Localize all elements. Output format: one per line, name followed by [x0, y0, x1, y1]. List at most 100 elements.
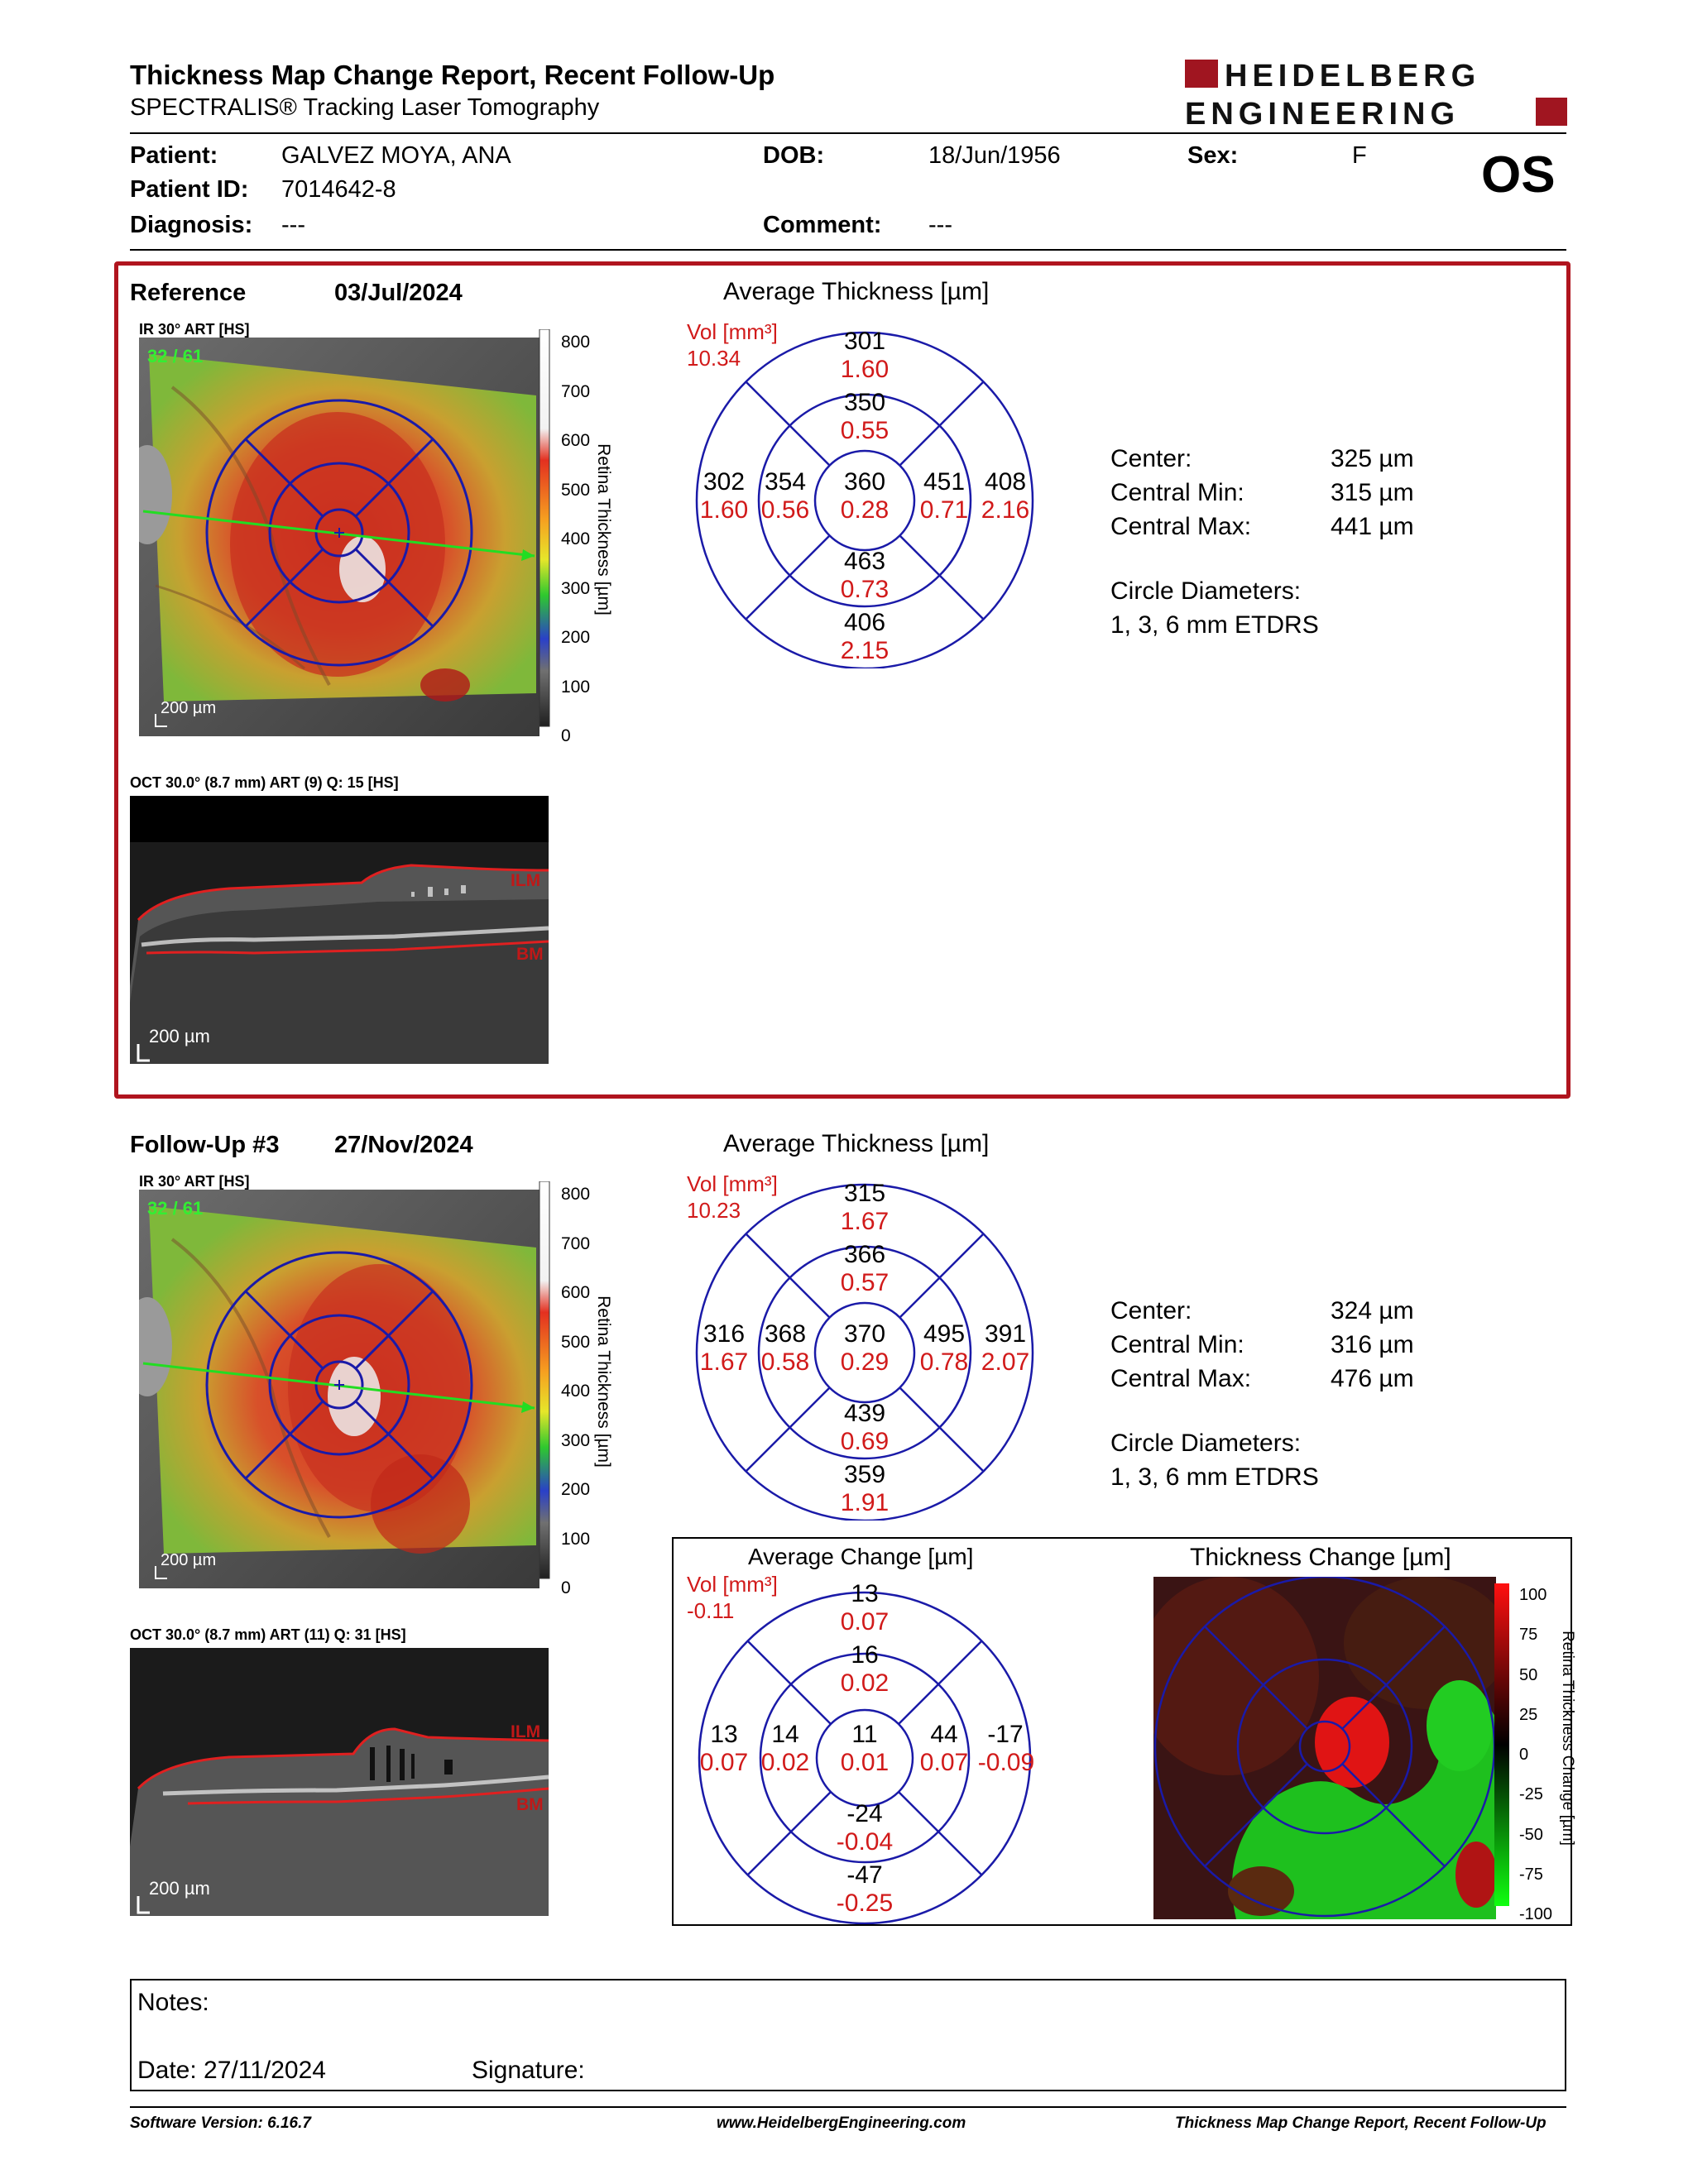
chg-outer-inf-vol: -0.25: [836, 1889, 894, 1917]
patient-name: GALVEZ MOYA, ANA: [281, 142, 511, 169]
followup-thickness-map: [122, 1190, 539, 1588]
followup-ir-counter: 32 / 61: [147, 1198, 204, 1219]
scale-tick: 300: [561, 1430, 591, 1450]
chg-inner-sup-vol: 0.02: [840, 1669, 890, 1697]
notes-box[interactable]: [130, 1979, 1566, 2091]
change-colorbar: [1494, 1583, 1509, 1906]
change-tick: -75: [1519, 1866, 1543, 1885]
scale-tick: 500: [561, 1332, 591, 1352]
reference-stats-values: 325 µm 315 µm 441 µm: [1331, 442, 1414, 544]
ref-inner-nas-vol: 0.71: [919, 496, 969, 524]
followup-stats-labels: Center: Central Min: Central Max:: [1110, 1294, 1251, 1396]
ref-inner-inf-thk: 463: [844, 548, 886, 575]
scale-tick: 800: [561, 1185, 591, 1204]
change-tick: 50: [1519, 1665, 1538, 1684]
followup-scale-label: Retina Thickness [µm]: [594, 1296, 613, 1468]
chg-outer-nas-vol: -0.09: [977, 1749, 1035, 1776]
reference-ilm-label: ILM: [511, 871, 541, 890]
ref-outer-temp-vol: 1.60: [699, 496, 749, 524]
stat-value: 316 µm: [1331, 1331, 1414, 1358]
reference-label: Reference: [130, 280, 247, 306]
ref-outer-nas-vol: 2.16: [981, 496, 1030, 524]
fu-outer-inf-vol: 1.91: [840, 1489, 890, 1516]
change-scale-label: Retina Thickness Change [µm]: [1559, 1631, 1576, 1846]
signature-label: Signature:: [472, 2057, 585, 2084]
stat-label: Central Min:: [1110, 479, 1244, 506]
reference-scale-label: Retina Thickness [µm]: [594, 443, 613, 615]
change-scale-ticks: 100 75 50 25 0 -25 -50 -75 -100: [1519, 1575, 1552, 1935]
chg-outer-inf-thk: -47: [846, 1861, 883, 1889]
chg-outer-nas-thk: -17: [987, 1721, 1024, 1748]
change-vol-value: -0.11: [687, 1598, 735, 1623]
followup-circle-label: Circle Diameters:: [1110, 1430, 1302, 1457]
scale-tick: 600: [561, 431, 591, 450]
followup-avg-title: Average Thickness [µm]: [723, 1130, 990, 1157]
change-avg-title: Average Change [µm]: [748, 1544, 974, 1569]
reference-circle-label: Circle Diameters:: [1110, 577, 1302, 605]
thickness-change-map: [1137, 1575, 1509, 1919]
change-tick: 100: [1519, 1586, 1547, 1604]
patient-id-label: Patient ID:: [130, 176, 249, 203]
diagnosis-label: Diagnosis:: [130, 212, 253, 238]
chg-outer-temp-thk: 13: [710, 1721, 738, 1748]
stat-value: 441 µm: [1331, 513, 1414, 540]
chg-center-thk: 11: [851, 1721, 878, 1748]
scale-tick: 800: [561, 333, 591, 352]
sex-value: F: [1352, 142, 1367, 169]
dob-value: 18/Jun/1956: [928, 142, 1061, 169]
change-vol-label: Vol [mm³]: [687, 1572, 778, 1597]
fu-outer-sup-vol: 1.67: [840, 1208, 890, 1235]
ref-outer-nas-thk: 408: [984, 468, 1027, 496]
ref-outer-inf-vol: 2.15: [840, 637, 890, 664]
fu-outer-temp-thk: 316: [703, 1320, 746, 1348]
footer-url[interactable]: www.HeidelbergEngineering.com: [717, 2115, 966, 2132]
chg-outer-sup-thk: 13: [851, 1580, 879, 1607]
report-title: Thickness Map Change Report, Recent Foll…: [130, 60, 775, 90]
stat-value: 324 µm: [1331, 1297, 1414, 1324]
reference-oct-bscan: [130, 796, 549, 1064]
fu-inner-nas-vol: 0.78: [919, 1348, 969, 1376]
ref-inner-temp-vol: 0.56: [760, 496, 810, 524]
chg-inner-nas-vol: 0.07: [919, 1749, 969, 1776]
chg-center-vol: 0.01: [840, 1749, 890, 1776]
followup-vol-label: Vol [mm³]: [687, 1171, 778, 1196]
chg-inner-inf-vol: -0.04: [836, 1828, 894, 1856]
dob-label: DOB:: [763, 142, 825, 169]
reference-date: 03/Jul/2024: [334, 280, 463, 306]
fu-outer-nas-thk: 391: [984, 1320, 1027, 1348]
followup-ir-label: IR 30° ART [HS]: [139, 1173, 250, 1190]
fu-outer-nas-vol: 2.07: [981, 1348, 1030, 1376]
ref-outer-sup-vol: 1.60: [840, 356, 890, 383]
scale-tick: 600: [561, 1283, 591, 1302]
reference-etdrs-grid: [693, 329, 1038, 670]
ref-center-thk: 360: [843, 468, 886, 496]
chg-inner-inf-thk: -24: [846, 1800, 883, 1827]
followup-bm-label: BM: [516, 1795, 544, 1814]
reference-stats-labels: Center: Central Min: Central Max:: [1110, 442, 1251, 544]
followup-circle-value: 1, 3, 6 mm ETDRS: [1110, 1463, 1319, 1491]
ref-outer-inf-thk: 406: [844, 609, 886, 636]
change-tick: -50: [1519, 1825, 1543, 1844]
reference-ir-counter: 32 / 61: [147, 346, 204, 366]
followup-scale-ticks: 800 700 600 500 400 300 200 100 0: [561, 1170, 590, 1613]
reference-bm-label: BM: [516, 945, 544, 964]
fu-outer-inf-thk: 359: [844, 1461, 886, 1488]
scale-tick: 200: [561, 1480, 591, 1499]
change-tick: 25: [1519, 1705, 1538, 1724]
followup-oct-bscan: [130, 1648, 549, 1916]
reference-oct-scale: 200 µm: [149, 1026, 210, 1046]
scale-tick: 500: [561, 480, 591, 500]
fu-inner-inf-vol: 0.69: [840, 1428, 890, 1455]
change-map-title: Thickness Change [µm]: [1190, 1544, 1451, 1571]
change-tick: -100: [1519, 1905, 1553, 1924]
ref-inner-temp-thk: 354: [764, 468, 807, 496]
scale-tick: 200: [561, 628, 591, 647]
fu-inner-sup-vol: 0.57: [840, 1269, 890, 1296]
followup-label: Follow-Up #3: [130, 1132, 280, 1158]
ref-inner-inf-vol: 0.73: [840, 576, 890, 603]
reference-ir-scale: 200 µm: [161, 699, 217, 717]
chg-inner-temp-vol: 0.02: [760, 1749, 810, 1776]
chg-inner-temp-thk: 14: [771, 1721, 799, 1748]
svg-text:HEIDELBERG: HEIDELBERG: [1225, 59, 1480, 93]
scale-tick: 0: [561, 1578, 571, 1597]
